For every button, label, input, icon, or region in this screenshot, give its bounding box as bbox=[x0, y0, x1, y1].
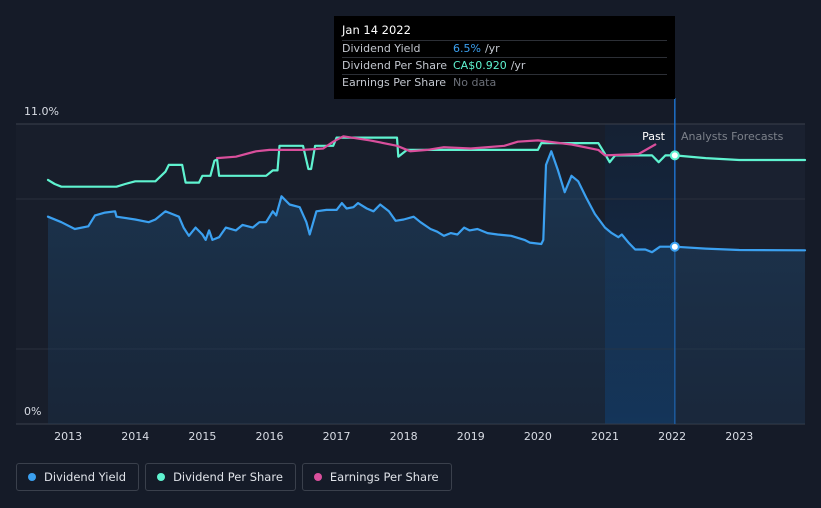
tooltip-label: Dividend Per Share bbox=[342, 59, 448, 72]
x-tick-label: 2014 bbox=[121, 430, 149, 443]
tooltip-unit: /yr bbox=[484, 42, 500, 55]
x-tick-label: 2016 bbox=[255, 430, 283, 443]
tooltip-label: Earnings Per Share bbox=[342, 76, 447, 89]
marker-dividend-per-share bbox=[669, 150, 680, 161]
x-tick-label: 2013 bbox=[54, 430, 82, 443]
legend-dot-icon bbox=[28, 473, 36, 481]
tooltip-date: Jan 14 2022 bbox=[342, 23, 411, 37]
tooltip-row-earnings-per-share: Earnings Per Share No data bbox=[342, 74, 667, 91]
earnings-per-share-line bbox=[216, 135, 657, 160]
legend-label: Dividend Yield bbox=[44, 470, 127, 484]
tooltip-unit: /yr bbox=[510, 59, 526, 72]
region-label-forecast: Analysts Forecasts bbox=[681, 130, 784, 143]
x-tick-label: 2023 bbox=[725, 430, 753, 443]
x-tick-label: 2018 bbox=[390, 430, 418, 443]
legend-label: Earnings Per Share bbox=[329, 470, 439, 484]
x-tick-label: 2015 bbox=[188, 430, 216, 443]
tooltip-row-dividend-yield: Dividend Yield 6.5% /yr bbox=[342, 40, 667, 57]
x-tick-label: 2021 bbox=[591, 430, 619, 443]
x-tick-label: 2017 bbox=[323, 430, 351, 443]
legend-item-dividend-yield[interactable]: Dividend Yield bbox=[16, 463, 140, 491]
legend: Dividend Yield Dividend Per Share Earnin… bbox=[16, 463, 458, 491]
tooltip-value: No data bbox=[453, 76, 497, 89]
region-label-past: Past bbox=[642, 130, 666, 143]
tooltip-value: 6.5% bbox=[453, 42, 481, 55]
marker-dividend-yield bbox=[669, 241, 680, 252]
dividend-yield-area bbox=[48, 151, 805, 425]
x-tick-label: 2019 bbox=[457, 430, 485, 443]
legend-dot-icon bbox=[313, 473, 322, 481]
y-tick-label: 0% bbox=[24, 405, 41, 418]
tooltip-row-dividend-per-share: Dividend Per Share CA$0.920 /yr bbox=[342, 57, 667, 74]
legend-item-dividend-per-share[interactable]: Dividend Per Share bbox=[145, 463, 296, 491]
x-tick-label: 2020 bbox=[524, 430, 552, 443]
legend-dot-icon bbox=[157, 473, 166, 481]
tooltip-label: Dividend Yield bbox=[342, 42, 421, 55]
tooltip-value: CA$0.920 bbox=[453, 59, 507, 72]
dividend-yield-line bbox=[46, 150, 807, 254]
tooltip: Jan 14 2022 Dividend Yield 6.5% /yr Divi… bbox=[334, 16, 675, 99]
legend-label: Dividend Per Share bbox=[173, 470, 283, 484]
y-tick-label: 11.0% bbox=[24, 105, 59, 118]
legend-item-earnings-per-share[interactable]: Earnings Per Share bbox=[301, 463, 452, 491]
x-tick-label: 2022 bbox=[658, 430, 686, 443]
